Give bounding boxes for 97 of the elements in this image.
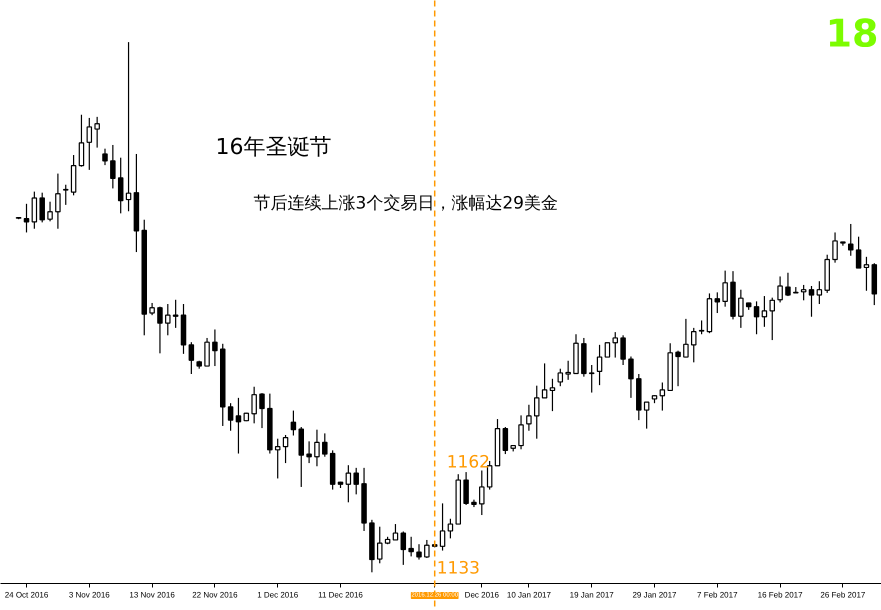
candlestick [32, 191, 38, 230]
candlestick [620, 334, 626, 366]
candlestick [39, 192, 45, 223]
candlestick [800, 284, 806, 301]
candlestick [314, 429, 320, 467]
candlestick [660, 382, 666, 412]
candlestick [644, 402, 650, 430]
candlestick [808, 285, 814, 318]
candlestick [408, 536, 414, 557]
candlestick [542, 362, 548, 399]
candlestick [486, 460, 492, 490]
candlestick [165, 303, 171, 336]
candlestick [118, 157, 124, 214]
x-tick-label: 3 Nov 2016 [68, 590, 110, 600]
annotation: 1133 [436, 558, 480, 579]
candlestick [110, 144, 116, 190]
candlestick [864, 256, 870, 292]
candlestick [346, 464, 352, 503]
candlestick [502, 426, 508, 455]
candlestick [604, 342, 610, 358]
candlestick [400, 530, 406, 566]
candlestick [738, 289, 744, 328]
candlestick [777, 276, 783, 304]
x-tick-label: 10 Jan 2017 [506, 590, 552, 600]
candlestick [690, 327, 697, 363]
candlestick [518, 414, 524, 450]
candlestick [479, 470, 485, 516]
candlestick [816, 280, 822, 305]
candlestick [274, 438, 280, 480]
annotation: 1162 [446, 452, 490, 473]
x-tick-label: 24 Oct 2016 [4, 590, 49, 600]
candlestick [282, 434, 288, 464]
candlestick [534, 385, 540, 440]
candlestick [212, 328, 218, 367]
candlestick [448, 518, 454, 539]
candlestick [785, 272, 791, 297]
candlestick [259, 392, 265, 429]
candlestick [62, 184, 69, 206]
candlestick [440, 502, 446, 552]
candlestick [78, 114, 84, 168]
candlestick [236, 397, 242, 454]
candlestick [47, 201, 53, 222]
candlestick [290, 410, 296, 436]
candlestick [55, 172, 61, 230]
x-tick-label: 7 Feb 2017 [697, 590, 738, 600]
candlestick [675, 350, 681, 387]
candlestick [848, 223, 854, 256]
candlestick [612, 332, 618, 358]
candlestick [251, 386, 257, 424]
candlestick [463, 471, 469, 506]
x-tick-label: Dec 2016 [464, 590, 500, 600]
x-tick-label: 19 Jan 2017 [570, 590, 614, 600]
x-tick-label: 29 Jan 2017 [632, 590, 678, 600]
candlestick [157, 306, 163, 354]
candlestick [228, 402, 234, 432]
candlestick [714, 292, 720, 314]
candlestick [376, 526, 383, 564]
candlestick [628, 356, 634, 398]
candlestick [698, 320, 704, 335]
candlestick [754, 300, 760, 335]
x-tick-label: 26 Feb 2017 [820, 590, 866, 600]
candlestick [526, 404, 532, 432]
x-tick-label: 16 Feb 2017 [758, 590, 804, 600]
candlestick [856, 236, 862, 269]
candlestick [565, 360, 571, 380]
text: 16年圣诞节 [216, 135, 332, 160]
candlestick [392, 523, 398, 542]
candlestick [149, 302, 155, 316]
candlestick [832, 232, 838, 264]
candlestick [322, 432, 328, 458]
x-tick-label: 1 Dec 2016 [257, 590, 299, 600]
candlestick [416, 544, 422, 560]
candlestick [793, 286, 799, 294]
x-tick-label: 11 Dec 2016 [318, 590, 364, 600]
candlestick [306, 440, 312, 464]
candlestick [204, 337, 210, 367]
candlestick [683, 318, 689, 358]
candlestick [172, 299, 178, 328]
candlestick [722, 270, 728, 308]
candlestick [86, 117, 92, 170]
candlestick [94, 116, 100, 148]
candlestick [188, 342, 194, 375]
candlestick [596, 344, 602, 386]
annotation: 18 [826, 12, 879, 56]
candlestick [126, 42, 132, 212]
candlestick [550, 378, 556, 412]
candlestick [769, 297, 776, 341]
candlestick [24, 203, 30, 234]
candlestick [588, 364, 594, 394]
candlestick [353, 467, 359, 495]
candlestick [102, 148, 108, 166]
x-tick-label: 13 Nov 2016 [129, 590, 176, 600]
text: 节后连续上涨3个交易日，涨幅达29美金 [254, 194, 558, 214]
candlestick [424, 539, 430, 559]
x-tick-label: 22 Nov 2016 [192, 590, 238, 600]
candlestick [558, 368, 564, 387]
candlestick [762, 295, 768, 328]
